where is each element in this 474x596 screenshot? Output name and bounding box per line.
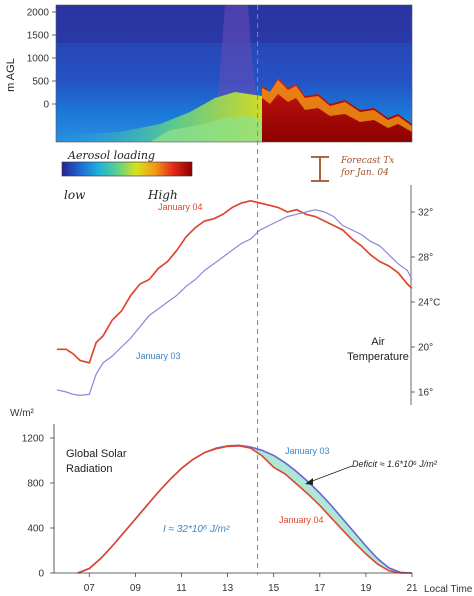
solar-x-tick-label: 21 xyxy=(406,583,418,594)
temperature-line-jan04 xyxy=(57,199,413,364)
temperature-line-jan03 xyxy=(56,209,413,397)
heatmap-y-axis-label: m AGL xyxy=(5,58,17,92)
solar-series-label-jan03: January 03 xyxy=(285,446,330,456)
temperature-y-tick-label: 28° xyxy=(418,253,433,264)
heatmap-afternoon-orange-top xyxy=(262,80,412,132)
solar-lines xyxy=(77,444,413,574)
solar-title-line1: Global Solar xyxy=(66,448,127,460)
solar-x-tick-label: 07 xyxy=(84,583,96,594)
solar-y-tick-label: 1200 xyxy=(22,434,45,445)
aerosol-heatmap-panel: m AGL 0 500 1000 1500 2000 xyxy=(5,4,413,143)
solar-deficit-arrow xyxy=(306,465,353,484)
heatmap-frame xyxy=(55,4,413,143)
solar-x-axis-label: Local Time xyxy=(424,584,473,595)
solar-x-tick-label: 17 xyxy=(314,583,326,594)
temperature-y-tick-label: 24°C xyxy=(418,298,440,309)
heatmap-y-tick-label: 1500 xyxy=(27,31,50,42)
heatmap-y-tick-label: 500 xyxy=(32,77,49,88)
temperature-panel: 16° 20° 24°C 28° 32° Air Temperature January… xyxy=(56,185,440,405)
solar-panel: 0 400 800 1200 07 09 11 13 15 17 19 21 W/m² Local … xyxy=(10,408,473,595)
solar-x-tick-label: 13 xyxy=(222,583,234,594)
heatmap-y-tick-label: 1000 xyxy=(27,54,50,65)
solar-y-tick-label: 0 xyxy=(38,569,44,580)
solar-series-label-jan04: January 04 xyxy=(279,515,324,525)
heatmap-y-tick-label: 0 xyxy=(43,100,49,111)
solar-line-jan04 xyxy=(77,445,412,574)
temperature-y-tick-label: 20° xyxy=(418,343,433,354)
forecast-legend: Forecast Tx for Jan. 04 xyxy=(311,156,397,182)
temperature-lines xyxy=(56,199,413,397)
colorbar-high-label: High xyxy=(147,188,178,202)
colorbar-title: Aerosol loading xyxy=(67,149,155,162)
solar-x-tick-label: 19 xyxy=(360,583,372,594)
colorbar-low-label: low xyxy=(64,188,86,202)
colorbar-legend: Aerosol loading low High xyxy=(61,149,193,202)
solar-integral-annotation: I ≈ 32*10⁶ J/m² xyxy=(163,524,230,535)
forecast-label: Forecast Tx for Jan. 04 xyxy=(340,156,397,178)
solar-y-tick-label: 800 xyxy=(27,479,44,490)
solar-deficit-arrowhead xyxy=(305,478,313,485)
heatmap-y-ticks: 0 500 1000 1500 2000 xyxy=(27,8,56,111)
temperature-title-line2: Temperature xyxy=(347,351,409,363)
solar-y-ticks: 0 400 800 1200 xyxy=(22,434,54,580)
temperature-y-tick-label: 32° xyxy=(418,208,433,219)
solar-x-ticks: 07 09 11 13 15 17 19 21 xyxy=(84,573,418,594)
solar-x-tick-label: 09 xyxy=(130,583,142,594)
temperature-y-tick-label: 16° xyxy=(418,388,433,399)
temperature-title-line1: Air xyxy=(371,336,385,348)
temperature-series-label-jan04: January 04 xyxy=(158,202,203,212)
heatmap-low-layer xyxy=(150,116,262,142)
temperature-y-ticks: 16° 20° 24°C 28° 32° xyxy=(411,208,440,399)
solar-x-tick-label: 15 xyxy=(268,583,280,594)
solar-y-tick-label: 400 xyxy=(27,524,44,535)
colorbar xyxy=(61,161,193,177)
heatmap-y-tick-label: 2000 xyxy=(27,8,50,19)
solar-deficit-annotation: Deficit ≈ 1.6*10⁶ J/m² xyxy=(352,459,438,469)
solar-title-line2: Radiation xyxy=(66,463,112,475)
solar-unit-label: W/m² xyxy=(10,408,35,419)
solar-x-tick-label: 11 xyxy=(176,583,187,594)
temperature-series-label-jan03: January 03 xyxy=(136,351,181,361)
